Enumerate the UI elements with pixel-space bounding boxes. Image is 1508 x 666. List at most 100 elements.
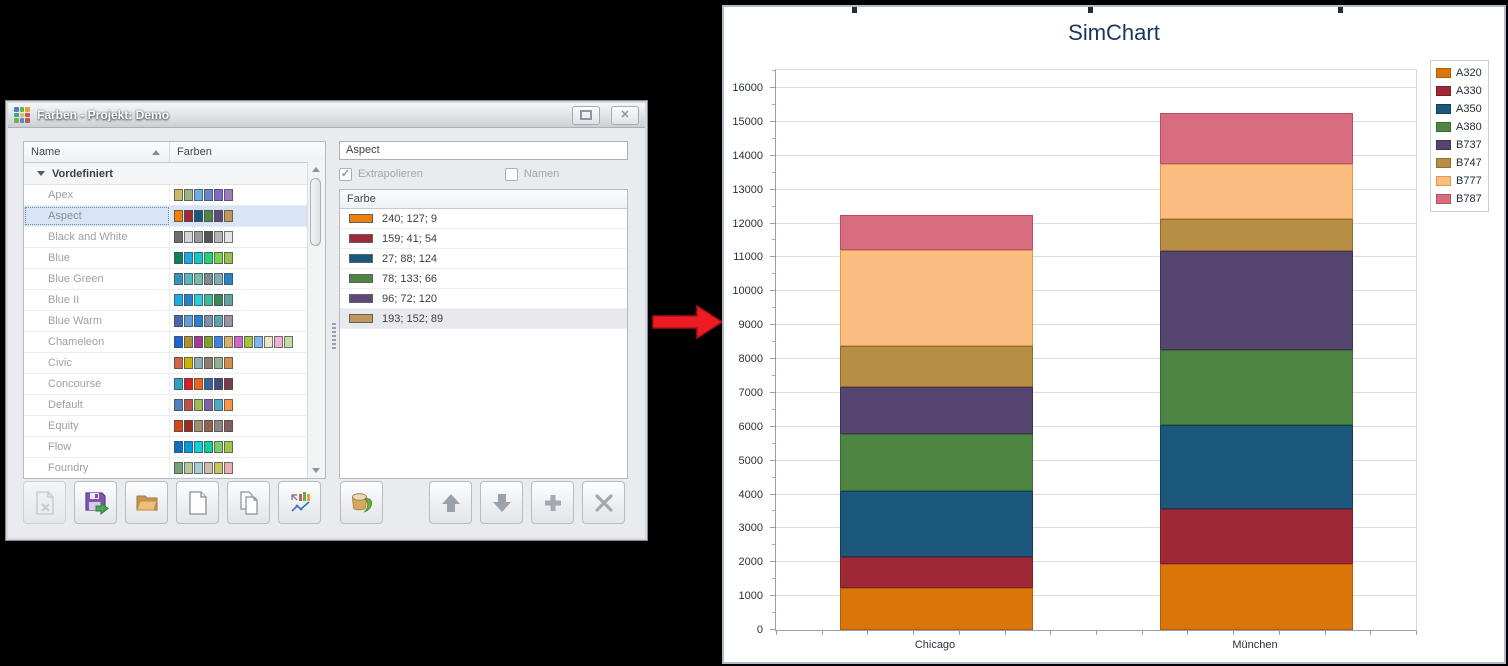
y-major-tick xyxy=(770,154,775,156)
color-swatch xyxy=(224,231,233,243)
color-swatch xyxy=(194,399,203,411)
y-major-tick xyxy=(770,595,775,597)
move-down-button[interactable] xyxy=(480,481,523,524)
color-swatch xyxy=(214,399,223,411)
farbe-list-item[interactable]: 159; 41; 54 xyxy=(340,229,627,249)
fill-colors-icon xyxy=(349,490,375,516)
palette-row[interactable]: Blue xyxy=(24,248,308,269)
export-chart-button[interactable] xyxy=(278,481,321,524)
palette-row[interactable]: Blue Green xyxy=(24,269,308,290)
farbe-list-item[interactable]: 96; 72; 120 xyxy=(340,289,627,309)
names-checkbox[interactable]: Namen xyxy=(504,167,559,181)
gridline xyxy=(776,256,1416,258)
color-swatch xyxy=(224,441,233,453)
checkbox-row: ✓ Extrapolieren Namen xyxy=(339,166,628,182)
palette-row[interactable]: Black and White xyxy=(24,227,308,248)
fill-colors-button[interactable] xyxy=(340,481,383,524)
color-swatch xyxy=(224,189,233,201)
color-swatch xyxy=(254,336,263,348)
palette-row[interactable]: Chameleon xyxy=(24,332,308,353)
color-swatch xyxy=(214,315,223,327)
x-axis-tick xyxy=(1096,631,1097,635)
move-up-button[interactable] xyxy=(429,481,472,524)
palette-row[interactable]: Blue Warm xyxy=(24,311,308,332)
gridline xyxy=(776,493,1416,495)
scrollbar-thumb[interactable] xyxy=(310,178,321,246)
close-button[interactable]: ✕ xyxy=(611,105,639,125)
vertical-scrollbar[interactable] xyxy=(307,162,325,478)
palette-name: Blue II xyxy=(24,290,170,310)
palette-name: Flow xyxy=(24,437,170,457)
panel-splitter[interactable] xyxy=(332,323,336,349)
remove-button[interactable] xyxy=(582,481,625,524)
color-swatch xyxy=(194,357,203,369)
new-document-icon xyxy=(187,490,209,515)
column-header-name[interactable]: Name xyxy=(24,142,170,162)
y-minor-tick xyxy=(772,510,775,512)
gridline xyxy=(776,459,1416,461)
add-icon xyxy=(540,490,566,516)
delete-document-icon xyxy=(34,490,56,515)
palette-row[interactable]: Concourse xyxy=(24,374,308,395)
color-swatch xyxy=(194,420,203,432)
color-swatch xyxy=(274,336,283,348)
bar-segment-A350 xyxy=(839,491,1033,558)
gridline xyxy=(776,425,1416,427)
app-icon-square xyxy=(14,112,19,118)
palette-row[interactable]: Civic xyxy=(24,353,308,374)
color-swatch xyxy=(194,252,203,264)
palette-name: Equity xyxy=(24,416,170,436)
maximize-button[interactable] xyxy=(572,105,600,125)
color-swatch xyxy=(204,273,213,285)
plot-area xyxy=(770,69,1417,635)
new-document-button[interactable] xyxy=(176,481,219,524)
y-major-tick xyxy=(770,493,775,495)
palette-row[interactable]: Default xyxy=(24,395,308,416)
bar-segment-A330 xyxy=(1159,509,1353,564)
color-swatch xyxy=(174,357,183,369)
open-folder-button[interactable] xyxy=(125,481,168,524)
legend-swatch xyxy=(1436,176,1451,186)
gridline xyxy=(776,358,1416,359)
group-row-label: Vordefiniert xyxy=(52,167,113,180)
scroll-up-icon[interactable] xyxy=(312,167,320,172)
gridline xyxy=(776,324,1416,326)
color-swatch xyxy=(214,252,223,264)
gridline xyxy=(776,120,1416,122)
add-button[interactable] xyxy=(531,481,574,524)
farbe-list-header[interactable]: Farbe xyxy=(340,190,627,209)
farbe-list-item[interactable]: 193; 152; 89 xyxy=(340,309,627,329)
color-swatch xyxy=(194,210,203,222)
column-header-farben[interactable]: Farben xyxy=(177,146,212,158)
save-export-button[interactable] xyxy=(74,481,117,524)
y-tick-label: 7000 xyxy=(738,386,763,399)
farbe-list-item[interactable]: 27; 88; 124 xyxy=(340,249,627,269)
legend-swatch xyxy=(1436,104,1451,114)
farbe-list-item[interactable]: 240; 127; 9 xyxy=(340,209,627,229)
color-swatch xyxy=(174,441,183,453)
dialog-titlebar[interactable]: Farben - Projekt: Demo ✕ xyxy=(8,103,645,128)
palette-row[interactable]: Aspect xyxy=(24,206,308,227)
x-axis-tick xyxy=(1050,631,1052,635)
app-icon-square xyxy=(19,112,25,118)
palette-row[interactable]: Foundry xyxy=(24,458,308,478)
copy-button[interactable] xyxy=(227,481,270,524)
copy-icon xyxy=(237,490,261,515)
palette-name-input[interactable]: Aspect xyxy=(339,141,628,160)
palette-row[interactable]: Apex xyxy=(24,185,308,206)
palette-row[interactable]: Flow xyxy=(24,437,308,458)
x-axis-tick xyxy=(821,631,823,635)
color-swatch xyxy=(214,336,223,348)
extrapolate-checkbox[interactable]: ✓ Extrapolieren xyxy=(339,167,423,181)
maximize-icon xyxy=(580,110,592,120)
chart-panel: SimChart 0 1000 2000 3000 4000 5000 6000 7000 80… xyxy=(722,5,1506,664)
farbe-list-item[interactable]: 78; 133; 66 xyxy=(340,269,627,289)
group-row-vordefiniert[interactable]: Vordefiniert xyxy=(24,163,321,185)
palette-row[interactable]: Blue II xyxy=(24,290,308,311)
gridline xyxy=(776,87,1416,88)
scroll-down-icon[interactable] xyxy=(312,468,320,473)
palette-swatches xyxy=(170,378,233,390)
collapse-triangle-icon xyxy=(37,171,45,176)
palette-row[interactable]: Equity xyxy=(24,416,308,437)
palette-swatches xyxy=(170,399,233,411)
